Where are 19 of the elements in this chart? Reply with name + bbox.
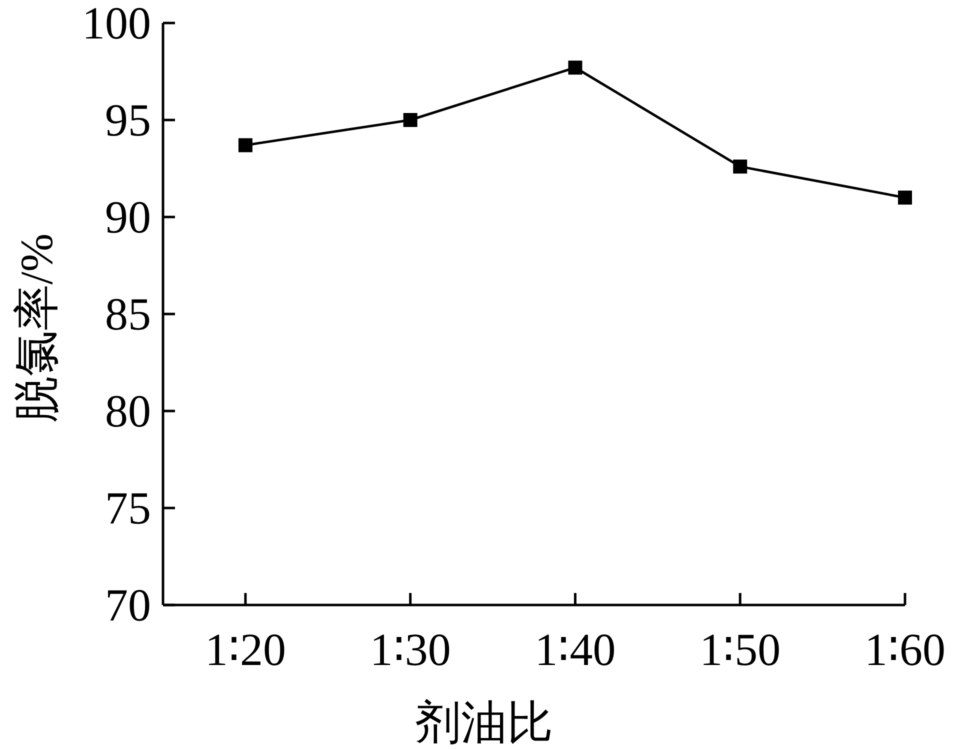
x-tick-label: 1∶20 [204,624,286,675]
x-tick-label: 1∶60 [864,624,946,675]
y-tick-label: 100 [82,0,151,48]
y-tick-label: 90 [105,192,151,242]
y-tick-label: 95 [105,94,151,146]
y-tick-label: 70 [105,580,151,630]
point [238,138,252,152]
x-tick-label: 1∶40 [534,624,616,675]
x-axis-title: 剂油比 [415,697,553,748]
y-axis-title: 脱氯率/% [11,233,62,423]
y-tick-label: 75 [105,482,151,534]
point [403,113,418,127]
y-tick-label: 85 [105,288,151,340]
point [568,60,582,75]
x-tick-label: 1∶30 [370,624,451,675]
point [898,190,912,205]
x-tick-label: 1∶50 [700,624,781,675]
y-tick-label: 80 [105,386,151,436]
point [733,160,748,174]
